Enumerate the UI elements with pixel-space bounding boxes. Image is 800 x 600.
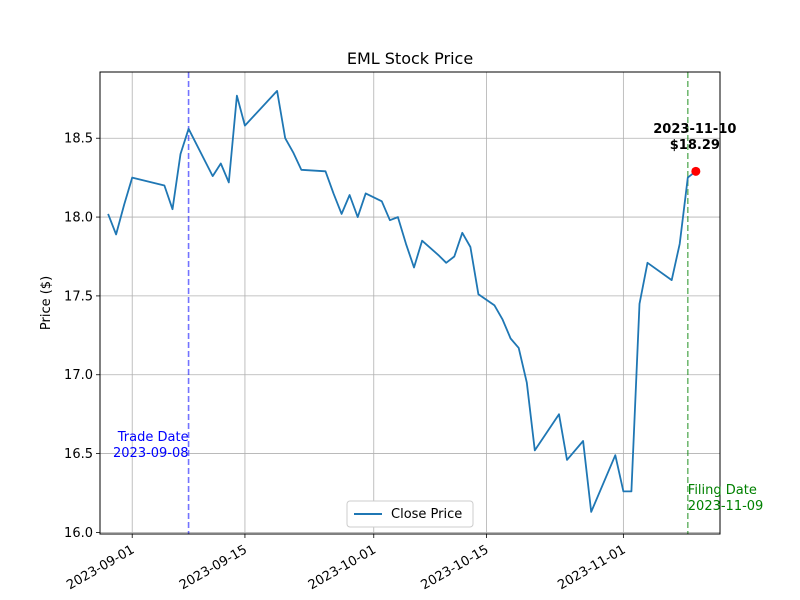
y-axis-label: Price ($)	[39, 276, 54, 330]
trade-date-label: Trade Date	[117, 430, 189, 445]
highlight-layer	[691, 166, 701, 176]
plot-frame	[99, 71, 721, 535]
y-tick-label: 17.5	[64, 289, 93, 304]
y-tick-label: 16.5	[64, 447, 93, 462]
filing-date-label: Filing Date	[688, 483, 757, 498]
legend-label-close-price: Close Price	[391, 507, 462, 522]
last-point-date-label: 2023-11-10	[653, 122, 736, 137]
legend: Close Price	[346, 500, 474, 528]
filing-date-value: 2023-11-09	[688, 499, 764, 514]
y-tick-label: 18.5	[64, 132, 93, 147]
y-tick-label: 17.0	[64, 368, 93, 383]
series-line-close-price	[107, 90, 697, 513]
reference-lines	[187, 72, 689, 534]
y-tick-label: 16.0	[64, 526, 93, 541]
legend-box	[346, 500, 474, 528]
chart-title: EML Stock Price	[347, 49, 473, 68]
y-tick-label: 18.0	[64, 211, 93, 226]
series-layer	[107, 90, 697, 513]
last-point-marker	[691, 166, 701, 176]
trade-date-value: 2023-09-08	[113, 446, 189, 461]
y-axis: 16.0 16.5 17.0 17.5 18.0 18.5	[64, 132, 100, 541]
last-point-price-label: $18.29	[670, 138, 720, 153]
grid	[100, 72, 720, 534]
